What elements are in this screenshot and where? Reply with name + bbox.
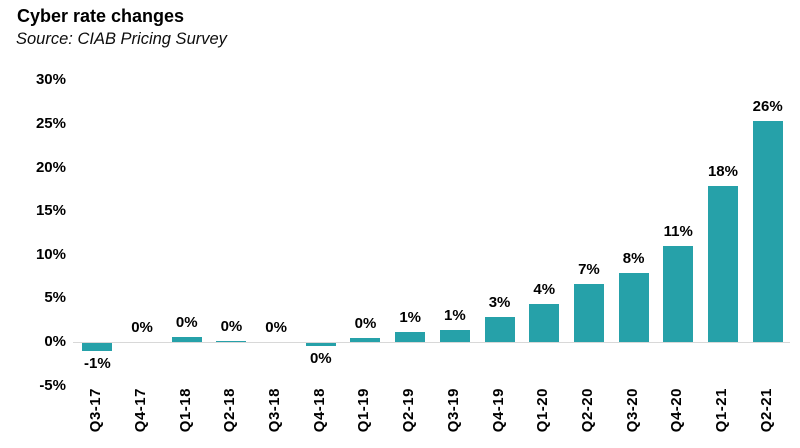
bar-value-label: 0% <box>265 319 287 336</box>
bar <box>171 336 202 342</box>
x-axis-label: Q1-18 <box>176 388 194 433</box>
x-axis-label: Q3-19 <box>444 388 462 433</box>
y-axis-tick-label: 5% <box>44 289 66 307</box>
x-axis-label: Q2-19 <box>400 388 418 433</box>
bar <box>529 303 560 342</box>
y-axis-tick-label: -5% <box>39 376 66 394</box>
bar <box>573 284 604 342</box>
x-axis-label: Q2-21 <box>757 388 775 433</box>
bar <box>305 343 336 347</box>
bar-value-label: 0% <box>309 350 332 368</box>
bar <box>439 329 470 342</box>
x-axis-label: Q3-18 <box>266 388 284 433</box>
bar <box>707 185 738 342</box>
x-axis-label: Q4-17 <box>132 388 150 433</box>
bar <box>663 246 694 342</box>
x-axis-label: Q2-20 <box>578 388 596 433</box>
y-axis-tick-label: 20% <box>35 158 66 176</box>
bar-value-label: 26% <box>752 97 783 115</box>
bar-value-label: 0% <box>220 317 243 335</box>
x-axis-label: Q4-19 <box>489 388 507 433</box>
y-axis-tick-label: 10% <box>35 245 66 263</box>
bar-value-label: -1% <box>84 354 111 372</box>
y-axis-tick-label: 30% <box>35 71 66 89</box>
bar <box>82 343 113 351</box>
x-axis-label: Q1-20 <box>534 388 552 433</box>
chart-source: Source: CIAB Pricing Survey <box>16 30 227 48</box>
bar-value-label: 1% <box>399 308 421 326</box>
bar-value-label: 0% <box>354 315 377 333</box>
y-axis-tick-label: 25% <box>35 115 66 132</box>
x-axis-label: Q3-20 <box>623 388 641 433</box>
zero-axis-line <box>73 342 790 343</box>
bar <box>752 120 783 342</box>
bar <box>395 331 426 342</box>
bar-value-label: 3% <box>488 293 511 311</box>
bar-value-label: 4% <box>533 280 556 298</box>
y-axis-tick-label: 0% <box>44 333 66 350</box>
chart-title: Cyber rate changes <box>17 6 185 26</box>
bar <box>216 340 247 342</box>
y-axis-tick-label: 15% <box>35 202 66 220</box>
x-axis-label: Q1-19 <box>355 388 373 433</box>
bar-value-label: 1% <box>444 306 466 324</box>
bar <box>350 338 381 342</box>
bar-value-label: 11% <box>663 223 693 241</box>
x-axis-label: Q2-18 <box>221 388 239 433</box>
bar-value-label: 0% <box>131 319 153 336</box>
bar <box>484 316 515 342</box>
bar-value-label: 18% <box>707 162 738 180</box>
x-axis-label: Q3-17 <box>87 388 105 433</box>
x-axis-label: Q4-18 <box>310 388 328 433</box>
bar <box>618 273 649 342</box>
x-axis-label: Q4-20 <box>668 388 686 433</box>
x-axis-label: Q1-21 <box>712 388 730 433</box>
bar-value-label: 8% <box>622 250 645 268</box>
bar-value-label: 7% <box>578 261 600 279</box>
bar-value-label: 0% <box>175 313 198 331</box>
